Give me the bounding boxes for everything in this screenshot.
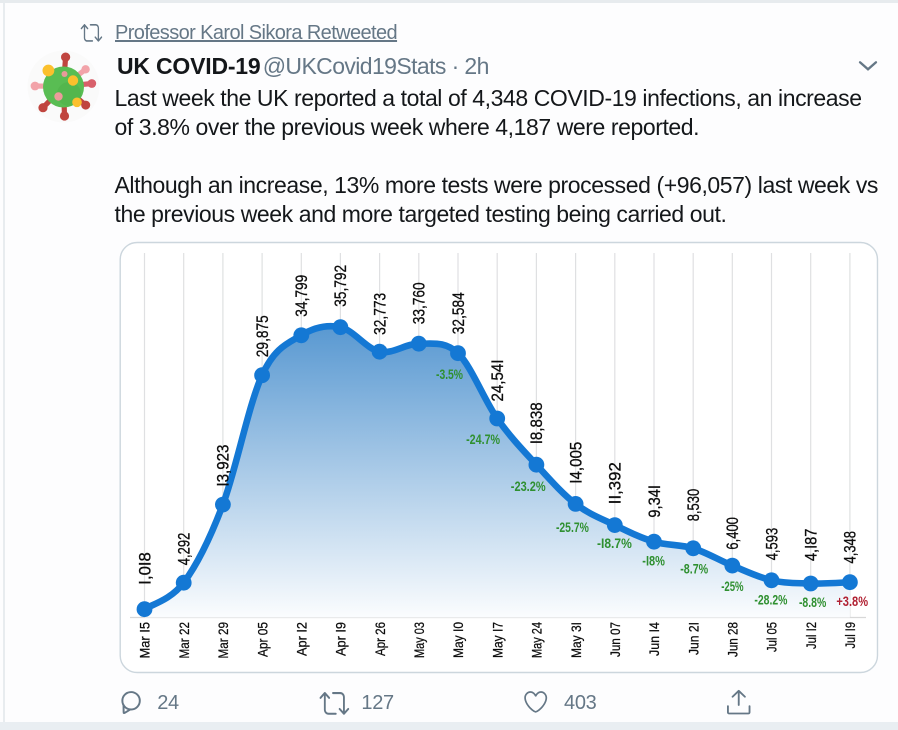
svg-text:4,292: 4,292 <box>175 533 194 566</box>
svg-text:32,773: 32,773 <box>370 293 389 335</box>
svg-text:May 24: May 24 <box>529 622 545 658</box>
svg-text:May I7: May I7 <box>489 622 505 658</box>
svg-text:I4,005: I4,005 <box>566 442 585 484</box>
svg-text:-24.7%: -24.7% <box>466 431 500 447</box>
svg-text:Jun 28: Jun 28 <box>725 622 741 657</box>
svg-text:24,54I: 24,54I <box>488 360 507 402</box>
svg-text:33,760: 33,760 <box>410 282 429 324</box>
svg-text:Apr 26: Apr 26 <box>372 622 388 656</box>
svg-text:8,530: 8,530 <box>684 489 703 522</box>
svg-text:-28.2%: -28.2% <box>754 591 788 607</box>
svg-text:-8.7%: -8.7% <box>680 560 708 576</box>
svg-text:I,0I8: I,0I8 <box>135 552 154 585</box>
svg-text:May I0: May I0 <box>450 622 466 658</box>
svg-text:-8.8%: -8.8% <box>799 594 827 610</box>
svg-text:-25.7%: -25.7% <box>556 519 589 535</box>
svg-text:Mar 29: Mar 29 <box>215 622 231 659</box>
svg-text:I3,923: I3,923 <box>214 445 233 487</box>
svg-text:Jun I4: Jun I4 <box>646 622 662 656</box>
svg-text:+3.8%: +3.8% <box>836 593 868 609</box>
svg-text:Jul I9: Jul I9 <box>842 622 858 649</box>
svg-text:Jun 07: Jun 07 <box>607 622 623 657</box>
svg-text:Jul 05: Jul 05 <box>764 622 780 652</box>
svg-text:-I8%: -I8% <box>642 553 665 569</box>
svg-text:4,593: 4,593 <box>762 528 781 561</box>
svg-text:9,34I: 9,34I <box>645 485 664 518</box>
svg-text:-23.2%: -23.2% <box>511 478 546 494</box>
svg-text:Apr 05: Apr 05 <box>254 622 270 657</box>
svg-text:4,I87: 4,I87 <box>802 529 821 562</box>
svg-text:4,348: 4,348 <box>841 531 860 564</box>
svg-text:May 3I: May 3I <box>568 622 584 658</box>
svg-text:-25%: -25% <box>721 578 744 594</box>
svg-text:Apr I9: Apr I9 <box>333 622 349 656</box>
svg-text:May 03: May 03 <box>411 622 427 658</box>
svg-text:32,584: 32,584 <box>449 292 468 334</box>
svg-text:-I8.7%: -I8.7% <box>597 535 632 551</box>
svg-text:II,392: II,392 <box>606 462 625 504</box>
svg-text:6,400: 6,400 <box>723 517 742 550</box>
svg-text:34,799: 34,799 <box>292 275 311 317</box>
svg-text:Mar I5: Mar I5 <box>137 622 153 659</box>
svg-text:Mar 22: Mar 22 <box>176 622 192 659</box>
svg-text:35,792: 35,792 <box>331 265 350 307</box>
svg-text:Apr I2: Apr I2 <box>294 622 310 656</box>
svg-text:Jul I2: Jul I2 <box>803 622 819 649</box>
svg-text:Jun 2I: Jun 2I <box>685 622 701 655</box>
svg-text:-3.5%: -3.5% <box>436 366 463 382</box>
svg-text:I8,838: I8,838 <box>527 402 546 444</box>
svg-text:29,875: 29,875 <box>253 315 272 357</box>
